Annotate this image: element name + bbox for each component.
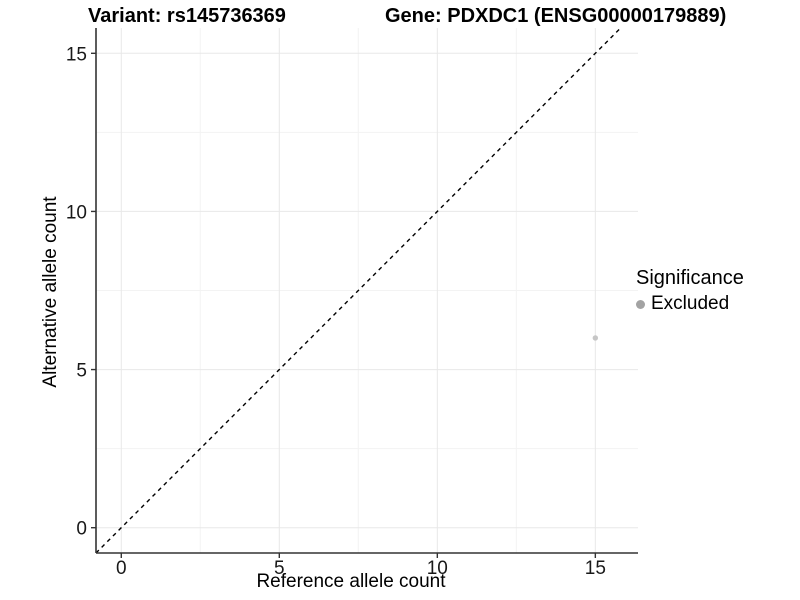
x-tick-label: 5: [274, 558, 285, 579]
legend-item-excluded: Excluded: [636, 293, 744, 315]
legend-point-swatch: [636, 299, 645, 309]
identity-dashed-line: [95, 27, 622, 554]
y-axis-title: Alternative allele count: [40, 196, 61, 388]
x-tick-label: 0: [116, 558, 127, 579]
legend-title: Significance: [636, 267, 744, 289]
legend: Significance Excluded: [636, 266, 744, 315]
y-tick-label: 0: [76, 519, 87, 540]
x-tick-label: 15: [585, 558, 606, 579]
legend-item-label: Excluded: [651, 293, 730, 314]
data-point: [592, 335, 599, 341]
x-tick-label: 10: [427, 558, 448, 579]
plot-title-variant: Variant: rs145736369: [88, 5, 286, 27]
plot-title-gene: Gene: PDXDC1 (ENSG00000179889): [385, 5, 727, 27]
y-tick-label: 10: [66, 202, 87, 223]
x-axis-title: Reference allele count: [256, 571, 446, 592]
y-tick-label: 15: [66, 44, 87, 65]
y-tick-label: 5: [76, 361, 87, 382]
